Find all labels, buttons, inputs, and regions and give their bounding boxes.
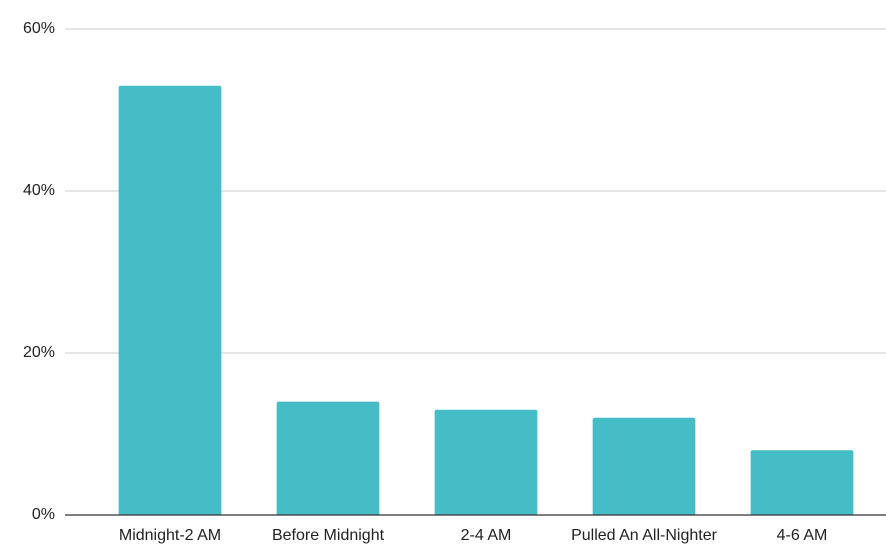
bar — [592, 417, 696, 515]
y-tick-label: 40% — [23, 182, 55, 199]
y-tick-label: 0% — [32, 506, 55, 523]
x-tick-label: Midnight-2 AM — [119, 527, 221, 544]
x-tick-label: Before Midnight — [272, 527, 385, 544]
x-tick-label: 4-6 AM — [777, 527, 828, 544]
bar — [276, 401, 380, 515]
y-tick-label: 60% — [23, 20, 55, 37]
y-tick-label: 20% — [23, 344, 55, 361]
x-tick-label: 2-4 AM — [461, 527, 512, 544]
bar — [750, 450, 854, 515]
x-tick-label: Pulled An All-Nighter — [571, 527, 718, 544]
bar — [434, 409, 538, 515]
bar — [118, 85, 222, 515]
